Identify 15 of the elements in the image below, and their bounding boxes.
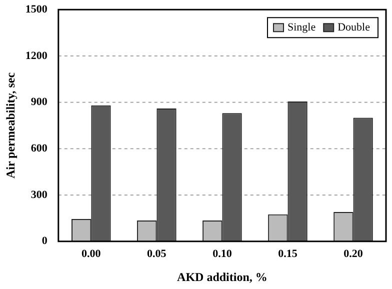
y-tick-label: 300	[30, 188, 48, 201]
legend-label: Single	[288, 21, 316, 34]
y-tick-label: 1200	[25, 50, 48, 62]
x-tick-label: 0.05	[147, 248, 167, 260]
x-tick-label: 0.00	[82, 248, 102, 260]
y-tick-label: 900	[30, 96, 48, 108]
x-tick-label: 0.10	[212, 248, 232, 260]
y-tick-label: 1500	[25, 3, 48, 16]
y-tick-label: 0	[42, 235, 48, 248]
y-axis-title: Air permeability, sec	[3, 72, 18, 179]
legend-label: Double	[338, 21, 370, 34]
x-axis-title: AKD addition, %	[177, 270, 268, 284]
x-tick-label: 0.20	[344, 248, 364, 260]
x-tick-label: 0.15	[278, 248, 298, 260]
y-tick-label: 600	[30, 142, 48, 155]
